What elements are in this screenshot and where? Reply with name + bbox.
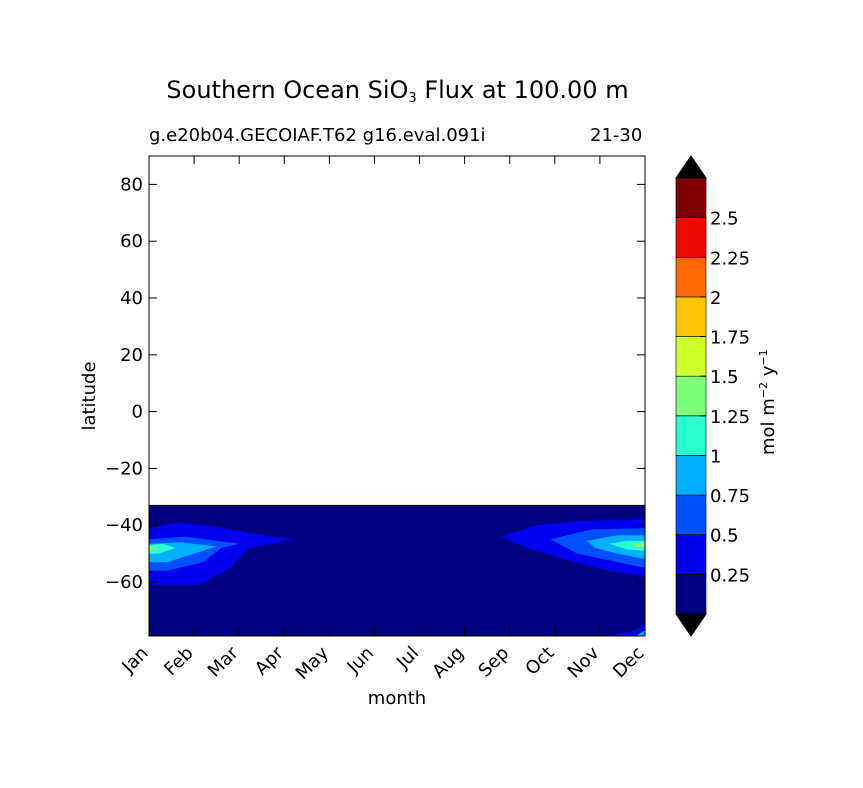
y-axis-label: latitude (79, 361, 100, 430)
y-tick-label: 60 (120, 231, 143, 252)
y-tick-label: 0 (132, 402, 143, 423)
colorbar-tick-label: 0.5 (710, 526, 739, 547)
colorbar-segment (675, 336, 707, 377)
colorbar-tick-label: 1 (710, 446, 721, 467)
y-tick-label: 80 (120, 174, 143, 195)
x-tick-label: Jun (343, 643, 378, 678)
chart-subtitle-right: 21-30 (590, 125, 643, 146)
x-tick-label: Jan (117, 643, 152, 678)
colorbar-tick-label: 1.75 (710, 328, 750, 349)
colorbar-tick-label: 2 (710, 288, 721, 309)
colorbar-tick-label: 2.25 (710, 248, 750, 269)
colorbar: 0.25 0.5 0.75 1 1.25 1.5 1.75 2 2.25 2.5 (675, 155, 750, 637)
contour-fill-4-0 (149, 546, 156, 550)
chart-title: Southern Ocean SiO3 Flux at 100.00 m (166, 76, 629, 106)
x-axis-label: month (368, 688, 426, 709)
colorbar-tick-label: 2.5 (710, 209, 739, 230)
chart-subtitle-left: g.e20b04.GECOIAF.T62 g16.eval.091i (149, 125, 486, 146)
contour-fill-3-0 (149, 543, 177, 554)
colorbar-over-triangle (675, 155, 707, 179)
x-tick-label: Mar (204, 642, 243, 681)
x-tick-label: Oct (521, 643, 558, 680)
colorbar-tick-label: 0.25 (710, 565, 750, 586)
colorbar-segment (675, 415, 707, 456)
colorbar-segment (675, 177, 707, 218)
x-tick-label: May (292, 642, 333, 683)
y-tick-label: −60 (105, 572, 143, 593)
colorbar-segment (675, 296, 707, 337)
colorbar-segment (675, 574, 707, 615)
colorbar-segment (675, 455, 707, 496)
x-tick-label: Aug (428, 643, 468, 683)
y-tick-label: 20 (120, 345, 143, 366)
x-tick-label: Jul (392, 643, 423, 674)
colorbar-segment (675, 375, 707, 417)
plot-frame (148, 155, 646, 637)
y-tick-label: 40 (120, 288, 143, 309)
colorbar-tick-label: 0.75 (710, 486, 750, 507)
x-tick-label: Apr (251, 642, 288, 679)
y-tick-label: −40 (105, 515, 143, 536)
colorbar-under-triangle (675, 613, 707, 637)
contour-fill-6-0 (636, 630, 645, 636)
colorbar-segment (675, 256, 707, 298)
x-tick-label: Feb (160, 643, 197, 680)
colorbar-tick-label: 1.25 (710, 407, 750, 428)
y-tick-label: −20 (105, 458, 143, 479)
colorbar-segment (675, 534, 707, 575)
contour-fill-5-0 (608, 621, 645, 636)
colorbar-tick-label: 1.5 (710, 367, 739, 388)
colorbar-segment (675, 494, 707, 536)
colorbar-label: mol m−2 y−1 (757, 349, 779, 455)
contour-fill-4-1 (631, 542, 645, 548)
colorbar-segment (675, 217, 707, 258)
x-tick-label: Dec (609, 643, 648, 682)
x-tick-label: Nov (564, 642, 604, 682)
x-tick-label: Sep (474, 643, 513, 682)
plot-area (149, 504, 645, 636)
